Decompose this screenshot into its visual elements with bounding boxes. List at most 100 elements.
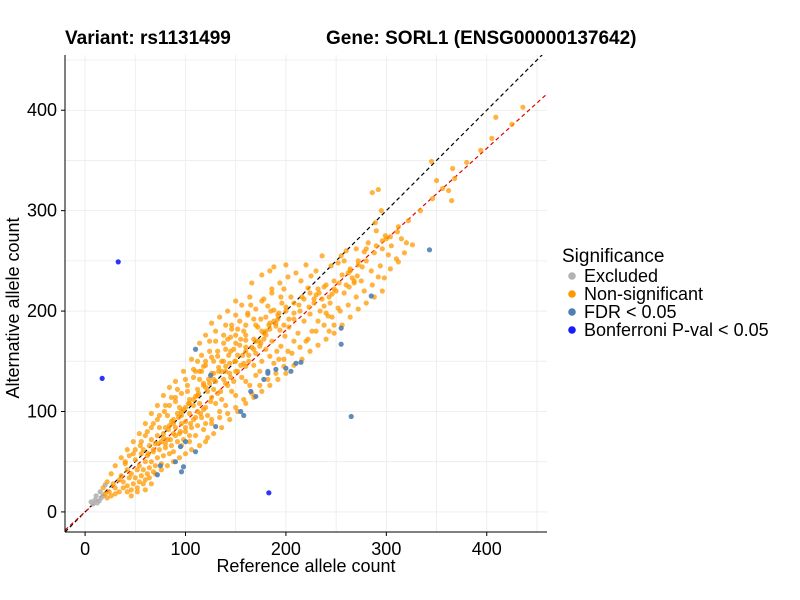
point-non-significant: [162, 445, 169, 451]
point-non-significant: [261, 296, 267, 302]
legend-label: Excluded: [584, 266, 658, 286]
point-non-significant: [142, 420, 148, 427]
point-non-significant: [295, 330, 301, 336]
point-non-significant: [341, 290, 347, 296]
point-non-significant: [217, 408, 223, 415]
point-non-significant: [168, 394, 175, 401]
chart-title-variant: Variant: rs1131499: [65, 28, 231, 49]
data-points: [88, 104, 526, 507]
point-non-significant: [221, 332, 227, 338]
point-fdr-0-05: [177, 444, 184, 450]
point-non-significant: [279, 300, 285, 306]
point-fdr-0-05: [298, 359, 304, 365]
y-axis-label: Alternative allele count: [3, 217, 23, 398]
point-non-significant: [233, 312, 239, 318]
point-non-significant: [237, 342, 243, 348]
point-non-significant: [286, 324, 292, 330]
point-fdr-0-05: [157, 463, 163, 469]
point-non-significant: [215, 348, 221, 354]
point-non-significant: [182, 376, 189, 382]
point-non-significant: [263, 346, 269, 352]
point-non-significant: [200, 426, 207, 433]
y-tick-label: 300: [27, 201, 57, 221]
point-non-significant: [223, 368, 229, 374]
point-non-significant: [229, 326, 235, 332]
point-non-significant: [180, 368, 187, 374]
point-non-significant: [138, 451, 144, 457]
point-fdr-0-05: [348, 413, 354, 420]
point-non-significant: [154, 455, 160, 461]
point-excluded: [97, 489, 103, 495]
point-non-significant: [207, 338, 213, 344]
point-non-significant: [215, 353, 221, 359]
point-non-significant: [134, 467, 140, 473]
point-non-significant: [160, 430, 167, 437]
point-non-significant: [278, 343, 284, 349]
point-non-significant: [281, 322, 287, 328]
point-non-significant: [172, 432, 179, 439]
point-non-significant: [253, 350, 259, 356]
point-fdr-0-05: [248, 388, 254, 395]
point-non-significant: [216, 364, 222, 370]
point-non-significant: [263, 328, 269, 334]
point-non-significant: [144, 471, 150, 477]
point-non-significant: [361, 288, 367, 294]
point-non-significant: [239, 374, 245, 380]
point-fdr-0-05: [338, 325, 344, 331]
point-fdr-0-05: [180, 464, 187, 470]
point-non-significant: [124, 483, 130, 489]
point-non-significant: [148, 459, 154, 465]
point-non-significant: [228, 374, 234, 380]
point-non-significant: [282, 333, 288, 339]
point-non-significant: [257, 368, 263, 374]
point-non-significant: [182, 451, 189, 457]
point-non-significant: [196, 443, 203, 449]
point-fdr-0-05: [172, 459, 179, 465]
point-non-significant: [170, 449, 177, 455]
point-non-significant: [276, 356, 282, 362]
point-non-significant: [253, 322, 259, 328]
point-excluded: [93, 493, 99, 499]
point-non-significant: [315, 318, 321, 324]
point-non-significant: [217, 414, 223, 421]
point-non-significant: [388, 243, 394, 249]
point-non-significant: [271, 318, 277, 324]
point-non-significant: [190, 402, 197, 409]
point-non-significant: [166, 402, 173, 409]
point-non-significant: [269, 338, 275, 344]
point-non-significant: [140, 447, 146, 453]
point-non-significant: [106, 489, 112, 495]
point-non-significant: [202, 358, 209, 364]
point-non-significant: [229, 322, 235, 328]
point-non-significant: [227, 416, 233, 423]
point-non-significant: [452, 175, 458, 182]
point-non-significant: [335, 260, 341, 266]
point-non-significant: [286, 316, 292, 322]
point-non-significant: [379, 238, 385, 244]
point-non-significant: [164, 463, 171, 469]
point-non-significant: [341, 258, 347, 264]
point-non-significant: [188, 424, 195, 431]
point-non-significant: [160, 435, 167, 441]
point-non-significant: [276, 310, 282, 316]
point-non-significant: [394, 229, 400, 235]
point-non-significant: [118, 455, 124, 461]
y-tick-label: 100: [27, 401, 57, 421]
point-non-significant: [245, 312, 251, 318]
point-non-significant: [148, 481, 154, 487]
point-non-significant: [283, 304, 289, 310]
point-non-significant: [144, 428, 150, 435]
point-non-significant: [178, 420, 185, 427]
point-non-significant: [464, 159, 470, 166]
point-non-significant: [273, 370, 279, 376]
point-non-significant: [307, 311, 313, 317]
point-non-significant: [301, 318, 307, 324]
point-non-significant: [219, 396, 225, 403]
point-fdr-0-05: [241, 412, 247, 419]
point-non-significant: [202, 362, 209, 368]
y-axis-ticks: 0 100 200 300 400: [27, 100, 65, 522]
point-non-significant: [104, 479, 110, 485]
point-non-significant: [239, 302, 245, 308]
point-non-significant: [433, 177, 440, 184]
point-non-significant: [221, 376, 227, 382]
